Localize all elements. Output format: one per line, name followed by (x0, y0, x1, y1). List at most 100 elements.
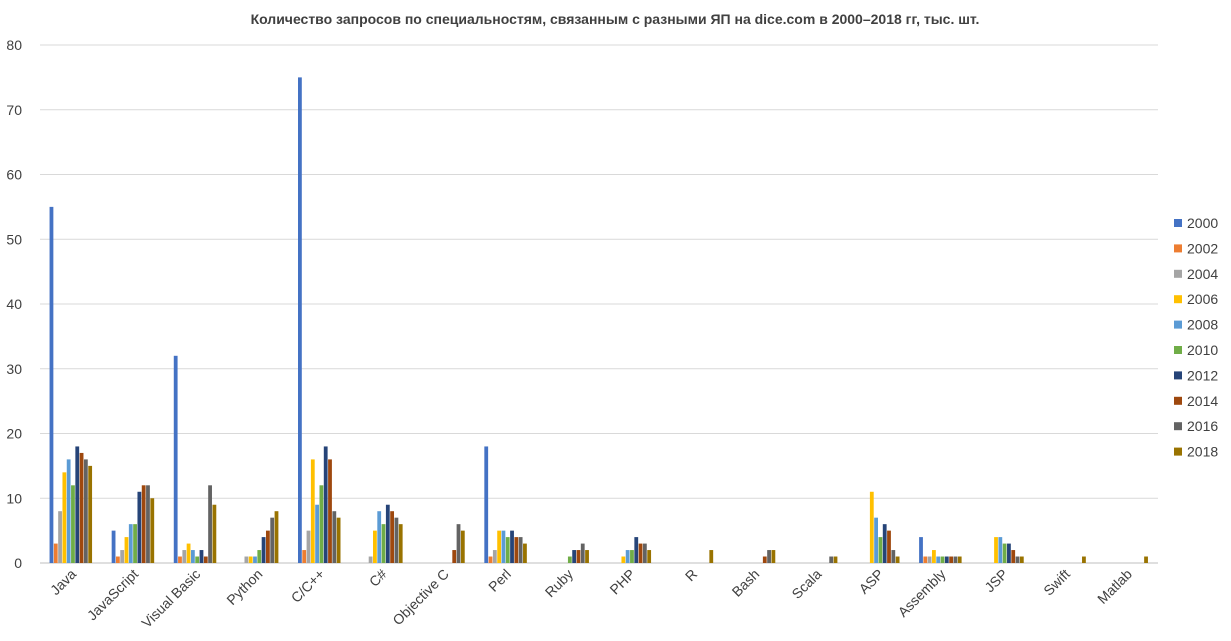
bar-2016-bash (767, 550, 771, 563)
y-tick-label: 20 (6, 426, 22, 442)
x-category-label: Scala (788, 566, 824, 602)
bar-2004-python (244, 556, 249, 563)
bar-2018-ruby (585, 550, 589, 563)
bar-2006-python (248, 556, 253, 563)
bar-2012-assembly (944, 556, 949, 563)
bar-2016-visual-basic (208, 485, 212, 563)
bar-2012-jsp (1007, 543, 1011, 563)
bar-2014-ruby (576, 550, 581, 563)
bar-2018-c-c- (336, 517, 341, 563)
bar-2016-c-c- (332, 511, 337, 563)
bar-2008-asp (874, 517, 878, 563)
bar-2000-perl (484, 446, 489, 563)
bar-2006-java (62, 472, 67, 563)
bar-2004-c- (368, 556, 373, 563)
bar-2010-java (71, 485, 75, 563)
bar-2000-javascript (111, 530, 116, 564)
bar-2014-python (265, 530, 270, 564)
bar-2016-objective-c (456, 524, 461, 563)
bar-2010-jsp (1002, 543, 1007, 563)
bar-2018-jsp (1019, 556, 1024, 563)
legend: 2000 2002 2004 2006 2008 2010 2012 2014 2016 2018 (1174, 215, 1218, 460)
bar-2000-assembly (919, 537, 923, 563)
bar-2004-perl (492, 550, 497, 563)
bar-2014-perl (514, 537, 519, 563)
bar-2012-javascript (137, 491, 142, 563)
legend-swatch-2000 (1174, 219, 1182, 227)
y-tick-label: 50 (6, 231, 22, 247)
bar-2002-java (53, 543, 58, 563)
bar-2008-c- (377, 511, 382, 563)
bar-2010-assembly (940, 556, 945, 563)
bar-2010-ruby (567, 556, 572, 563)
bar-2016-asp (891, 550, 896, 563)
legend-swatch-2008 (1174, 320, 1182, 329)
bar-2010-c-c- (319, 485, 324, 563)
legend-swatch-2018 (1174, 447, 1182, 456)
bars (49, 77, 1148, 564)
bar-2010-javascript (133, 524, 137, 563)
bar-2006-visual-basic (186, 543, 191, 563)
legend-label-2002: 2002 (1187, 240, 1218, 256)
bar-2014-java (79, 452, 84, 563)
bar-2008-perl (501, 530, 506, 564)
legend-label-2016: 2016 (1187, 418, 1218, 434)
bar-2018-javascript (150, 498, 155, 563)
bar-2018-objective-c (460, 530, 465, 564)
bar-2002-visual-basic (178, 556, 182, 563)
bar-2000-c-c- (298, 77, 302, 564)
bar-2016-python (270, 517, 275, 563)
bar-2016-ruby (580, 543, 585, 563)
y-axis-ticks: 0 10 20 30 40 50 60 70 80 (6, 37, 22, 571)
bar-2002-javascript (115, 556, 120, 563)
legend-label-2010: 2010 (1187, 342, 1218, 358)
bar-2000-java (49, 206, 54, 564)
legend-swatch-2010 (1174, 346, 1182, 354)
bar-2010-php (630, 550, 634, 563)
y-tick-label: 80 (6, 37, 22, 53)
x-category-label: Visual Basic (138, 566, 203, 631)
bar-2004-assembly (927, 556, 932, 563)
x-category-label: Python (223, 566, 265, 608)
bar-2018-r (709, 550, 714, 563)
bar-2014-assembly (949, 556, 954, 563)
bar-2010-python (257, 550, 262, 563)
bar-2014-c- (390, 511, 395, 563)
bar-2014-php (638, 543, 643, 563)
legend-label-2014: 2014 (1187, 393, 1218, 409)
bar-2018-c- (398, 524, 403, 563)
bar-2014-visual-basic (203, 556, 208, 563)
bar-2012-c- (385, 504, 390, 563)
bar-2014-objective-c (452, 550, 457, 563)
bar-2006-perl (497, 530, 502, 564)
y-tick-label: 40 (6, 296, 22, 312)
bar-2004-java (58, 511, 62, 563)
gridlines (40, 44, 1158, 564)
bar-2006-assembly (932, 550, 936, 563)
bar-2018-python (274, 511, 279, 563)
x-category-label: PHP (607, 566, 639, 598)
bar-2018-bash (771, 550, 776, 563)
bar-2008-c-c- (315, 504, 319, 563)
x-category-label: R (682, 566, 700, 584)
bar-2006-php (621, 556, 626, 563)
bar-2008-javascript (128, 524, 133, 563)
bar-2012-java (75, 446, 80, 563)
bar-2010-perl (505, 537, 510, 563)
chart-title: Количество запросов по специальностям, с… (251, 11, 980, 27)
bar-2008-jsp (998, 537, 1003, 563)
bar-2018-assembly (957, 556, 962, 563)
x-category-label: Matlab (1094, 566, 1135, 607)
legend-swatch-2002 (1174, 244, 1182, 253)
x-category-label: JSP (981, 566, 1010, 595)
bar-2010-visual-basic (195, 556, 200, 563)
legend-label-2012: 2012 (1187, 367, 1218, 383)
y-tick-label: 70 (6, 102, 22, 118)
bar-2012-perl (510, 530, 514, 564)
bar-2016-php (642, 543, 647, 563)
y-tick-label: 30 (6, 361, 22, 377)
x-category-label: ASP (855, 566, 886, 597)
bar-2008-php (625, 550, 630, 563)
bar-2014-jsp (1011, 550, 1016, 563)
